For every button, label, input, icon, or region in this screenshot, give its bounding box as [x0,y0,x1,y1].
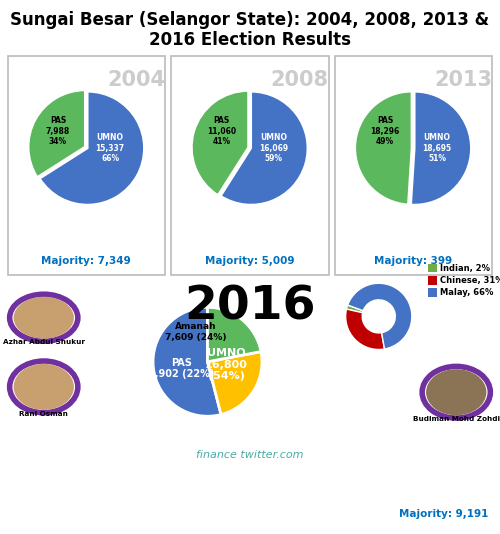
Text: PAS
7,988
34%: PAS 7,988 34% [46,116,70,146]
Text: UMNO
15,337
66%: UMNO 15,337 66% [96,134,124,163]
Circle shape [14,365,73,409]
Text: Voters: 34,073: Voters: 34,073 [206,231,293,241]
Text: Budiman Mohd Zohdi: Budiman Mohd Zohdi [413,416,500,422]
Text: Majority: 7,349: Majority: 7,349 [42,256,131,266]
Text: Majority: 399: Majority: 399 [374,256,452,266]
Wedge shape [346,309,385,349]
Text: Amanah
7,609 (24%): Amanah 7,609 (24%) [165,322,226,342]
Text: Indian, 2%: Indian, 2% [440,264,490,272]
Text: Turnout: 31,690 (74.3%): Turnout: 31,690 (74.3%) [130,509,264,519]
Text: finance twitter.com: finance twitter.com [196,450,304,460]
Wedge shape [220,92,308,205]
Wedge shape [355,91,412,205]
Text: PAS
11,060
41%: PAS 11,060 41% [207,116,236,146]
Text: Azhar Abdul Shukur: Azhar Abdul Shukur [3,339,85,345]
Text: UMNO
16,069
59%: UMNO 16,069 59% [259,134,288,163]
Text: Spoilt Votes: 379: Spoilt Votes: 379 [279,509,380,519]
Text: Voters: 31,001: Voters: 31,001 [44,231,129,241]
Text: Rani Osman: Rani Osman [20,411,68,417]
Wedge shape [208,351,262,414]
Text: Chinese, 31%: Chinese, 31% [440,276,500,285]
Text: PAS
18,296
49%: PAS 18,296 49% [370,116,400,146]
Text: Majority: 9,191: Majority: 9,191 [398,509,488,519]
Text: 2008: 2008 [271,70,329,90]
Wedge shape [411,92,471,205]
Wedge shape [40,92,144,205]
Text: Voters: 42,365: Voters: 42,365 [20,509,106,519]
Wedge shape [208,307,261,362]
Text: 2016: 2016 [184,284,316,329]
Text: 2013: 2013 [434,70,492,90]
Wedge shape [153,307,221,416]
Wedge shape [28,90,85,177]
Wedge shape [346,305,363,313]
Text: 2004: 2004 [108,70,166,90]
Text: UMNO
18,695
51%: UMNO 18,695 51% [422,134,452,163]
Text: UMNO
16,800
(54%): UMNO 16,800 (54%) [205,348,248,381]
Wedge shape [348,284,412,349]
Text: Sungai Besar (Selangor State): 2004, 2008, 2013 &
2016 Election Results: Sungai Besar (Selangor State): 2004, 200… [10,11,490,50]
Text: Malay, 66%: Malay, 66% [440,288,494,297]
Text: Voters: 42,837: Voters: 42,837 [370,231,456,241]
Circle shape [427,370,486,414]
Wedge shape [192,91,248,195]
Text: PAS
6,902 (22%): PAS 6,902 (22%) [148,358,214,379]
Text: Majority: 5,009: Majority: 5,009 [205,256,294,266]
Circle shape [14,297,73,338]
